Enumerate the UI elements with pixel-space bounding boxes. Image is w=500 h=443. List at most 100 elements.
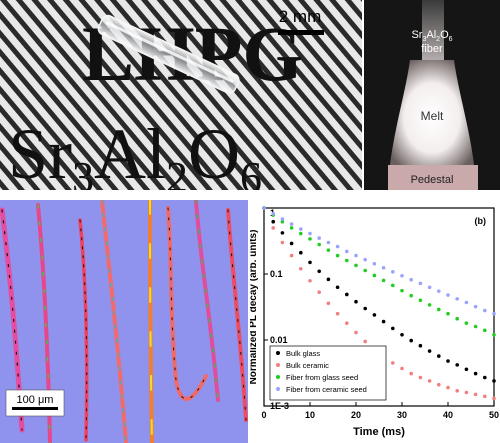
data-point [280, 240, 285, 245]
data-point [437, 382, 441, 387]
data-point [437, 307, 441, 312]
data-point [464, 321, 469, 325]
x-axis-label: Time (ms) [353, 426, 405, 438]
data-point [455, 388, 459, 393]
data-point [464, 390, 469, 395]
data-point [326, 277, 331, 282]
data-point [354, 253, 358, 258]
data-point [446, 311, 450, 316]
grain-streaks [0, 200, 248, 443]
data-point [299, 250, 303, 255]
legend-marker [276, 375, 280, 379]
ebsd-scale-bar [12, 407, 58, 410]
data-point [492, 396, 496, 401]
fiber-crystal [97, 14, 240, 94]
fiber-word: fiber [421, 43, 443, 55]
series-points [262, 206, 496, 316]
data-point [363, 306, 367, 311]
x-tick-label: 10 [305, 410, 315, 420]
data-point [391, 326, 395, 331]
data-point [455, 363, 459, 367]
data-point [492, 311, 496, 316]
data-point [308, 260, 312, 265]
data-point [335, 285, 340, 290]
y-tick-label: 0.1 [270, 269, 283, 279]
data-point [483, 328, 487, 333]
data-point [308, 278, 312, 283]
data-point [492, 332, 496, 337]
melt-label: Melt [421, 109, 444, 123]
data-point [354, 330, 358, 335]
data-point [299, 266, 303, 271]
composition-text: Sr3Al2O6 [8, 114, 262, 190]
fiber-photo-panel: LHPG Sr3Al2O6 2 mm [0, 0, 362, 190]
data-point [446, 385, 450, 390]
data-point [280, 219, 285, 224]
legend-entry: Fiber from glass seed [286, 373, 358, 382]
data-point [363, 268, 367, 273]
ebsd-map-panel: 100 μm [0, 200, 248, 443]
data-point [473, 392, 478, 397]
legend-box [269, 345, 387, 401]
data-point [354, 263, 358, 268]
data-point [372, 273, 377, 278]
data-point [437, 289, 441, 293]
data-point [492, 379, 496, 383]
data-point [262, 206, 266, 210]
y-tick-label: 1E-3 [270, 401, 289, 411]
data-point [427, 379, 432, 383]
ebsd-map: 100 μm [0, 200, 248, 443]
data-point [483, 375, 487, 380]
data-point [289, 253, 294, 258]
pedestal-label: Pedestal [411, 174, 454, 186]
data-point [335, 244, 340, 249]
fiber-label: Sr3Al2O6 [411, 29, 452, 43]
data-point [381, 319, 386, 324]
x-tick-label: 50 [489, 410, 499, 420]
data-point [473, 304, 478, 309]
data-point [317, 290, 321, 294]
data-point [335, 253, 340, 258]
data-point [299, 231, 303, 236]
data-point [391, 283, 395, 288]
data-point [400, 332, 404, 337]
data-point [455, 297, 459, 301]
data-point [427, 303, 432, 307]
ebsd-scale-label: 100 μm [17, 394, 54, 406]
data-point [326, 240, 331, 245]
data-point [271, 226, 275, 230]
data-point [326, 248, 331, 252]
data-point [317, 236, 321, 240]
data-point [326, 301, 331, 306]
data-point [391, 269, 395, 274]
panel-label: (b) [475, 216, 487, 226]
data-point [391, 361, 395, 365]
pedestal [388, 165, 478, 190]
data-point [280, 217, 285, 221]
data-point [483, 308, 487, 313]
data-point [308, 231, 312, 236]
photo-scale-label: 2 mm [279, 7, 322, 26]
data-point [418, 343, 423, 348]
data-point [280, 231, 285, 235]
data-point [372, 261, 377, 266]
data-point [418, 298, 423, 303]
data-point [271, 211, 275, 216]
growth-photo-panel: Sr3Al2O6 fiber Melt Pedestal [364, 0, 500, 190]
data-point [345, 249, 349, 254]
series-points [262, 206, 496, 383]
legend-marker [276, 363, 280, 367]
data-point [437, 354, 441, 358]
data-point [418, 281, 423, 286]
data-point [372, 313, 377, 317]
data-point [409, 293, 413, 298]
x-tick-label: 30 [397, 410, 407, 420]
legend: Bulk glass Bulk ceramic Fiber from glass s… [269, 345, 387, 401]
legend-marker [276, 387, 280, 391]
data-point [299, 227, 303, 231]
data-point [345, 292, 349, 297]
data-point [464, 367, 469, 372]
melt-zone [390, 60, 474, 165]
